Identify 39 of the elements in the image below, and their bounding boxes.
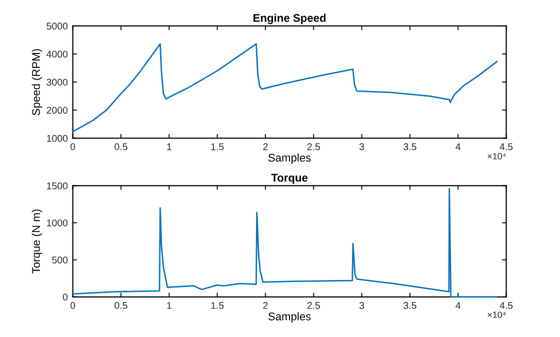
y-tick-label: 1500 xyxy=(47,182,68,190)
y-tick-label: 3000 xyxy=(46,78,68,86)
y-tick-label: 500 xyxy=(52,256,68,264)
x-tick-label: 4 xyxy=(456,302,460,309)
y-axis-title: Torque (N m) xyxy=(32,210,42,274)
line-series xyxy=(72,43,498,132)
x-tick-label: 0.5 xyxy=(114,302,128,309)
x-axis-title: Samples xyxy=(268,153,311,164)
x-tick-label: 1.5 xyxy=(211,143,224,150)
x-tick-label: 0.5 xyxy=(114,143,128,150)
x-tick-label: 3 xyxy=(359,302,364,309)
text: ×10⁴ xyxy=(488,152,506,160)
x-tick-label: 1 xyxy=(167,302,172,309)
y-tick-label: 2000 xyxy=(46,106,68,114)
chart-title: Engine Speed xyxy=(254,14,326,24)
x-tick-label: 1 xyxy=(167,143,172,150)
y-tick-label: 5000 xyxy=(46,22,68,30)
x-tick-label: 3.5 xyxy=(404,143,416,150)
chart-title: Torque xyxy=(271,174,308,184)
y-tick-label: 1000 xyxy=(47,219,68,226)
x-tick-label: 2 xyxy=(263,302,268,309)
x-tick-label: 4 xyxy=(456,143,460,150)
x-tick-label: 2.5 xyxy=(307,143,320,150)
y-axis-title: Speed (RPM) xyxy=(32,49,42,116)
x-tick-label: 4.5 xyxy=(500,302,513,309)
x-tick-label: 2.5 xyxy=(307,302,320,309)
x-tick-label: 3.5 xyxy=(404,302,416,309)
y-tick-label: 0 xyxy=(62,294,68,301)
x-axis-title: Samples xyxy=(268,312,311,323)
y-tick-label: 1000 xyxy=(47,134,68,142)
y-tick-label: 4000 xyxy=(46,50,68,58)
x-tick-label: 0 xyxy=(70,302,76,309)
text: ×10⁴ xyxy=(488,312,506,318)
line-series xyxy=(72,188,498,298)
x-tick-label: 1.5 xyxy=(211,302,224,309)
x-tick-label: 0 xyxy=(70,143,76,150)
x-tick-label: 3 xyxy=(359,143,364,150)
x-tick-label: 2 xyxy=(263,143,268,150)
x-tick-label: 4.5 xyxy=(500,143,513,150)
